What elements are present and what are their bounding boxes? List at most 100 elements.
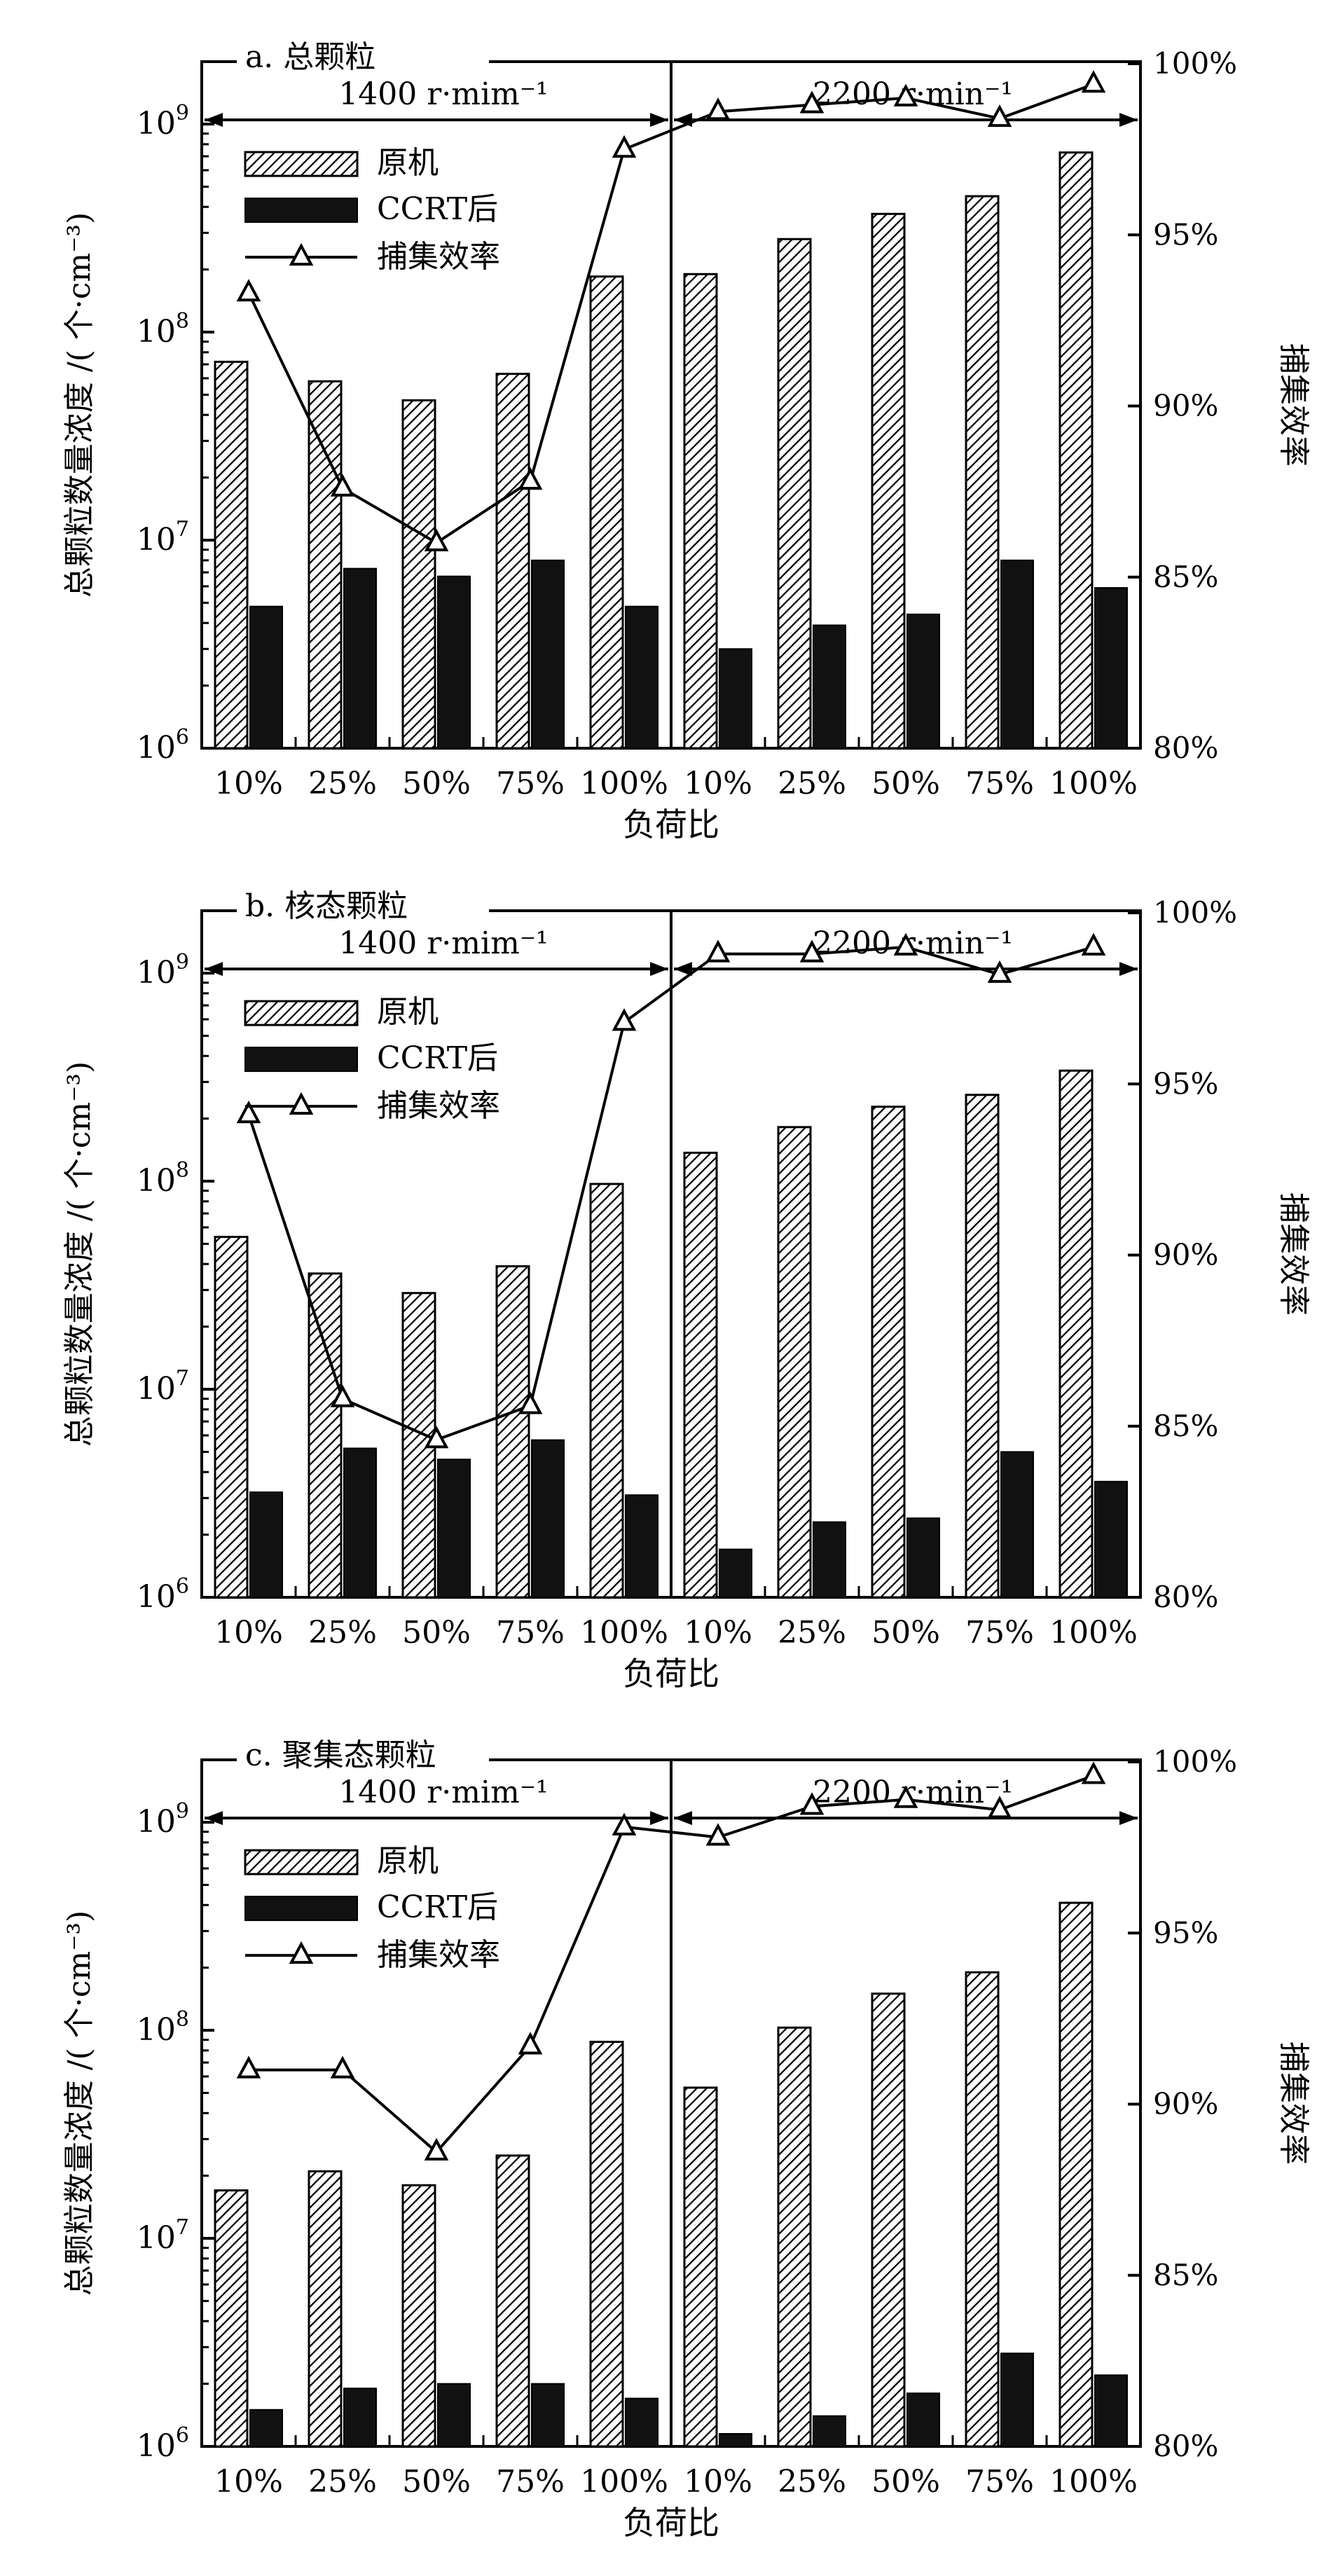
efficiency-marker xyxy=(987,960,1012,983)
speed-arrow-1400-head-left xyxy=(205,962,223,977)
speed-arrow-1400-head-right xyxy=(650,113,668,128)
y2-tick-label: 90% xyxy=(1153,1238,1218,1272)
efficiency-marker xyxy=(612,1812,637,1835)
y-tick-label: 107 xyxy=(137,2215,189,2256)
legend-swatch-original xyxy=(244,151,359,177)
x-tick-label: 75% xyxy=(496,766,565,801)
y-tick-exp: 6 xyxy=(176,2423,189,2448)
title-gap xyxy=(237,57,489,66)
bar-ccrt xyxy=(813,2415,846,2448)
y2-tick-label: 80% xyxy=(1153,2429,1218,2463)
bar-ccrt xyxy=(343,2388,377,2447)
x-tick-label: 25% xyxy=(308,2464,377,2500)
x-tick-label: 75% xyxy=(496,2464,565,2500)
y-tick-label: 109 xyxy=(137,950,189,991)
efficiency-marker xyxy=(236,2055,261,2079)
speed-arrow-2200-head-left xyxy=(674,962,692,977)
x-tick-label: 10% xyxy=(684,766,752,801)
y2-tick-label: 95% xyxy=(1153,217,1218,252)
bar-original xyxy=(965,1971,1000,2448)
bar-original xyxy=(495,1265,530,1599)
efficiency-marker xyxy=(705,1823,731,1846)
bar-original xyxy=(214,2189,249,2448)
efficiency-marker xyxy=(424,2137,449,2161)
y-tick-base: 10 xyxy=(137,106,176,142)
y2-axis-label: 捕集效率 xyxy=(1276,1192,1311,1316)
speed-arrow-1400-head-right xyxy=(650,1811,668,1826)
y-tick-exp: 8 xyxy=(176,2007,189,2032)
bar-ccrt xyxy=(1000,2353,1034,2447)
y-tick-exp: 9 xyxy=(176,950,189,974)
speed-arrow-2200-head-right xyxy=(1119,962,1138,977)
legend-swatch-original xyxy=(244,1000,359,1026)
efficiency-marker xyxy=(705,939,731,963)
y-tick-label: 108 xyxy=(137,1158,189,1199)
legend-swatch-ccrt xyxy=(244,1896,358,1922)
bar-original xyxy=(683,2086,718,2448)
x-tick-label: 50% xyxy=(871,2464,940,2500)
legend-marker-efficiency xyxy=(289,1941,314,1964)
bar-ccrt xyxy=(249,605,283,750)
y-tick-label: 107 xyxy=(137,517,189,558)
x-axis-label: 负荷比 xyxy=(623,806,719,843)
bar-original xyxy=(401,2184,436,2448)
y2-tick-label: 100% xyxy=(1153,895,1237,930)
efficiency-marker xyxy=(893,83,918,106)
bar-ccrt xyxy=(625,605,658,750)
x-tick-label: 75% xyxy=(496,1615,565,1651)
y-tick-label: 106 xyxy=(137,1574,189,1615)
y-tick-label: 107 xyxy=(137,1366,189,1407)
bar-original xyxy=(777,2026,812,2448)
y2-tick-label: 100% xyxy=(1153,1744,1237,1779)
bar-ccrt xyxy=(625,1494,658,1599)
bar-ccrt xyxy=(1094,2374,1128,2447)
efficiency-marker xyxy=(236,1100,261,1124)
bar-ccrt xyxy=(719,1548,752,1599)
bar-ccrt xyxy=(437,575,471,749)
bar-original xyxy=(871,1992,906,2448)
y-tick-base: 10 xyxy=(137,730,176,766)
bar-ccrt xyxy=(719,648,752,749)
bar-ccrt xyxy=(531,1439,565,1598)
bar-ccrt xyxy=(1000,1451,1034,1598)
bar-original xyxy=(777,237,812,750)
bar-original xyxy=(871,212,906,750)
y2-axis-label: 捕集效率 xyxy=(1276,343,1311,467)
y-tick-base: 10 xyxy=(137,1371,176,1407)
x-axis-label: 负荷比 xyxy=(623,1655,719,1693)
y2-tick-label: 95% xyxy=(1153,1066,1218,1101)
efficiency-marker xyxy=(424,1426,449,1449)
efficiency-marker xyxy=(330,2055,355,2079)
legend-label-original: 原机 xyxy=(377,1843,439,1879)
x-tick-label: 25% xyxy=(778,2464,846,2500)
y-tick-base: 10 xyxy=(137,2428,176,2464)
x-tick-label: 50% xyxy=(871,1615,940,1651)
x-tick-label: 100% xyxy=(580,766,668,801)
y-tick-label: 109 xyxy=(137,1799,189,1840)
efficiency-marker xyxy=(518,2032,543,2055)
efficiency-marker xyxy=(1081,1761,1106,1784)
x-tick-label: 100% xyxy=(1049,766,1138,801)
bar-ccrt xyxy=(531,559,565,749)
legend-label-original: 原机 xyxy=(377,994,439,1030)
bar-original xyxy=(589,2041,624,2448)
bar-ccrt xyxy=(906,2392,940,2448)
bar-ccrt xyxy=(1094,1480,1128,1598)
x-tick-label: 10% xyxy=(684,1615,752,1651)
y-tick-base: 10 xyxy=(137,1804,176,1840)
legend-label-ccrt: CCRT后 xyxy=(377,1889,498,1925)
x-tick-label: 75% xyxy=(965,2464,1034,2500)
bar-original xyxy=(589,1183,624,1599)
y-tick-exp: 9 xyxy=(176,1799,189,1824)
x-tick-label: 25% xyxy=(308,766,377,801)
speed-arrow-2200-head-right xyxy=(1119,1811,1138,1826)
bar-ccrt xyxy=(813,1521,846,1599)
efficiency-marker xyxy=(518,1391,543,1414)
x-tick-label: 25% xyxy=(778,1615,846,1651)
bar-original xyxy=(214,1236,249,1599)
efficiency-line xyxy=(249,1774,1094,2154)
panel-title: b. 核态颗粒 xyxy=(245,888,408,924)
bar-ccrt xyxy=(437,2383,471,2448)
